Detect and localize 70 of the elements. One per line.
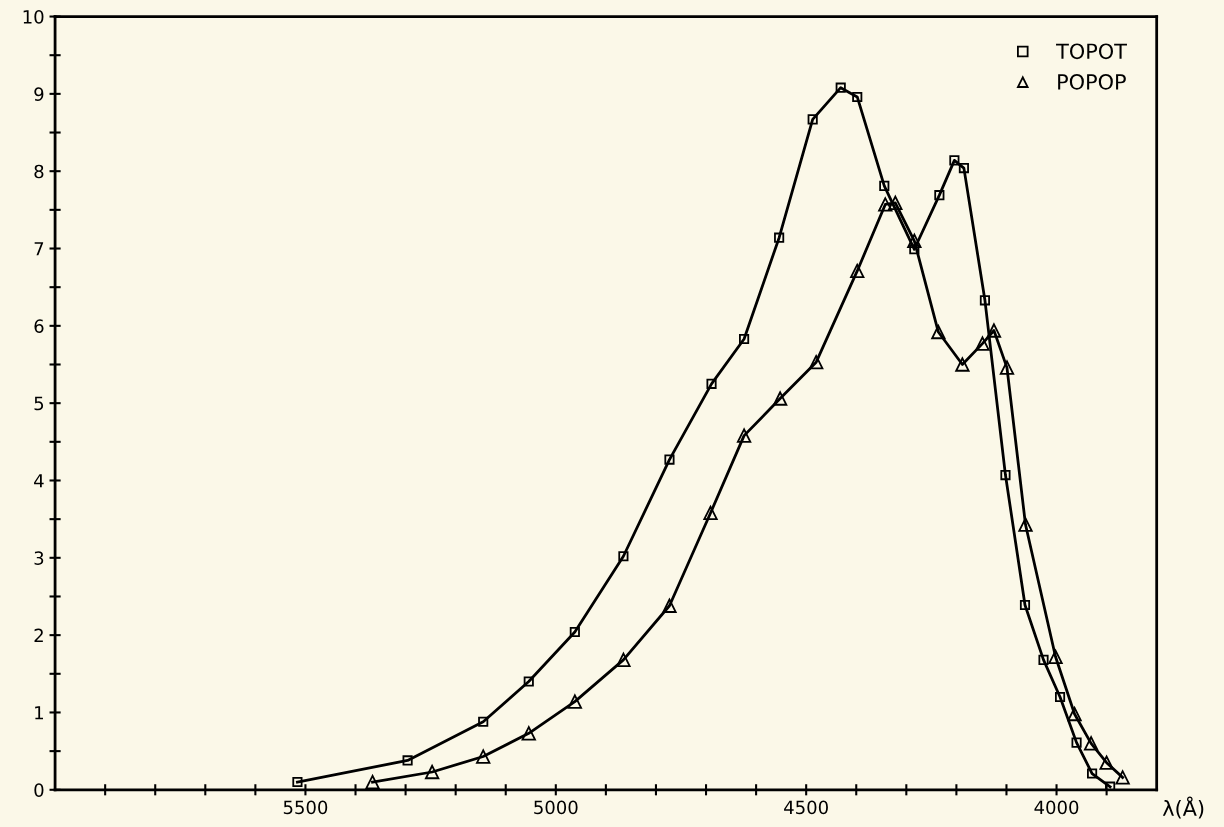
point [478, 716, 489, 727]
point [850, 263, 865, 279]
y-tick-label: 10 [23, 10, 44, 24]
y-tick-label: 5 [34, 396, 44, 411]
point [736, 428, 752, 443]
point [521, 726, 536, 741]
y-tick-label: 0 [34, 783, 44, 797]
point [1115, 770, 1130, 785]
point [934, 190, 945, 201]
point [567, 694, 582, 709]
x-tick-label: 5000 [534, 800, 578, 815]
point [772, 391, 788, 406]
point [292, 776, 303, 788]
point [979, 295, 991, 306]
point [1083, 736, 1099, 751]
y-tick-label: 4 [34, 474, 44, 488]
legend-label: TOPOT [1056, 43, 1127, 60]
point [616, 652, 631, 668]
x-tick-label: 4000 [1034, 800, 1079, 815]
point [975, 336, 990, 351]
point [809, 355, 824, 370]
point [1018, 517, 1033, 532]
point [852, 91, 863, 103]
legend-label: POPOP [1058, 73, 1126, 90]
x-tick-label: 5500 [283, 800, 328, 815]
point [618, 551, 629, 562]
point [703, 505, 718, 521]
point [1000, 470, 1011, 481]
point [523, 676, 534, 687]
point [1038, 654, 1049, 665]
point [907, 233, 922, 248]
point [955, 357, 970, 372]
point [949, 155, 960, 166]
point [739, 333, 750, 345]
point [958, 163, 969, 174]
point [662, 598, 677, 613]
point [807, 114, 818, 125]
point [835, 82, 846, 93]
y-tick-label: 8 [34, 164, 44, 179]
point [365, 774, 380, 790]
point [1019, 599, 1031, 611]
x-tick-label: 4500 [784, 800, 828, 815]
point [476, 749, 491, 764]
point [931, 324, 946, 340]
point [664, 454, 675, 465]
y-tick-label: 3 [34, 551, 44, 565]
point [1048, 649, 1063, 664]
point [1087, 768, 1098, 779]
y-tick-label: 9 [34, 87, 44, 101]
point [402, 755, 413, 766]
y-tick-label: 1 [35, 706, 43, 720]
point [986, 323, 1002, 338]
y-tick-label: 2 [34, 628, 43, 642]
point [1105, 781, 1116, 790]
point [909, 244, 920, 255]
point [706, 378, 717, 389]
y-tick-label: 6 [34, 319, 44, 333]
point [569, 626, 580, 638]
point [878, 197, 893, 212]
point [424, 764, 440, 780]
point [1054, 691, 1066, 703]
point [774, 232, 785, 243]
point [1099, 755, 1114, 770]
y-tick-label: 7 [34, 242, 44, 256]
point [1071, 737, 1082, 748]
point [999, 360, 1015, 375]
x-axis-title: λ(Å) [1162, 796, 1204, 819]
point [888, 195, 903, 211]
point [879, 180, 890, 191]
point [1067, 706, 1082, 722]
